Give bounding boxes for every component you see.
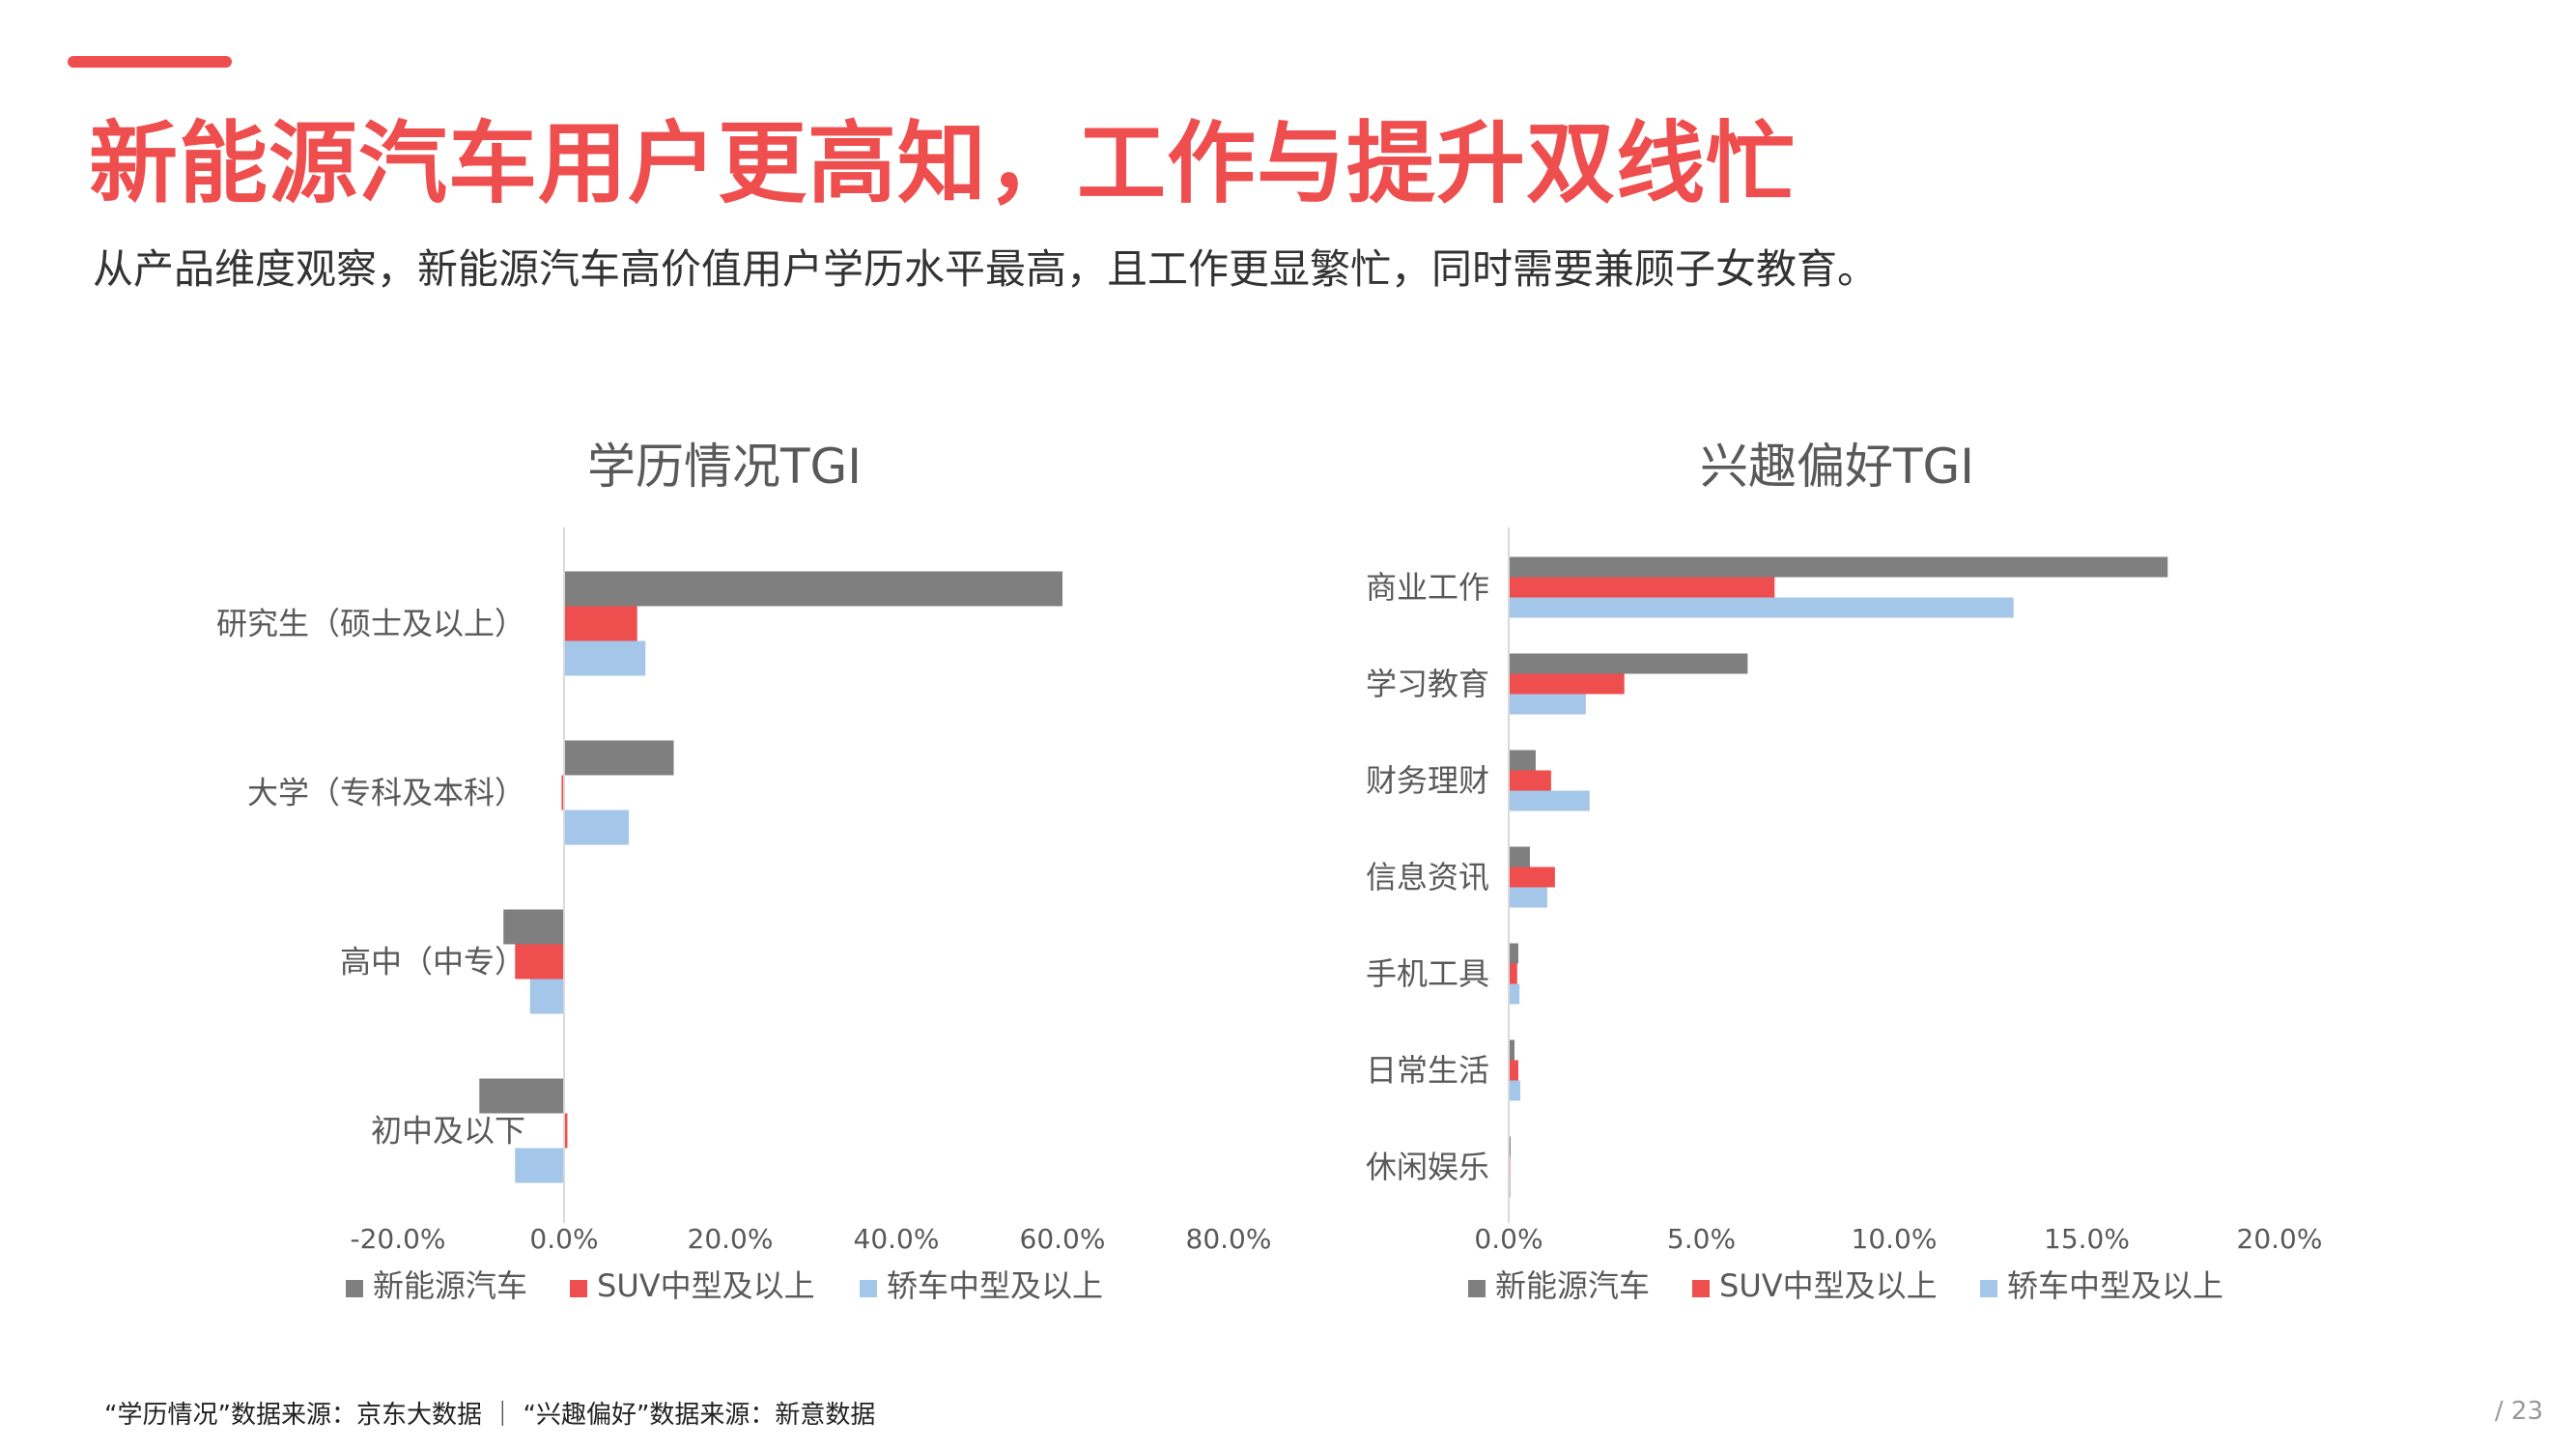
- legend-swatch: [346, 1280, 363, 1297]
- page-subtitle: 从产品维度观察，新能源汽车高价值用户学历水平最高，且工作更显繁忙，同时需要兼顾子…: [93, 245, 1879, 293]
- category-label: 初中及以下: [371, 1113, 525, 1150]
- category-label: 商业工作: [1366, 569, 1489, 606]
- bar-suv: [1509, 770, 1551, 791]
- bar-suv: [515, 944, 564, 980]
- chart-title: 学历情况TGI: [587, 439, 862, 495]
- category-label: 财务理财: [1366, 762, 1489, 799]
- x-tick-label: 15.0%: [2044, 1223, 2130, 1255]
- bar-nev: [1509, 1039, 1514, 1061]
- category-label: 手机工具: [1366, 955, 1489, 992]
- bar-suv: [1509, 1060, 1518, 1081]
- x-tick-label: 60.0%: [1020, 1223, 1106, 1255]
- bar-sedan: [515, 1148, 564, 1183]
- data-source-note: “学历情况”数据来源：京东大数据 ｜ “兴趣偏好”数据来源：新意数据: [104, 1401, 876, 1430]
- legend-swatch: [570, 1280, 587, 1297]
- accent-bar: [68, 56, 232, 68]
- x-tick-label: 40.0%: [854, 1223, 940, 1255]
- category-label: 大学（专科及本科）: [247, 775, 525, 811]
- bar-sedan: [1509, 694, 1586, 715]
- bar-suv: [561, 775, 564, 810]
- bar-sedan: [1509, 983, 1520, 1005]
- x-tick-label: 5.0%: [1667, 1223, 1736, 1255]
- bar-sedan: [1509, 597, 2014, 618]
- category-label: 高中（中专）: [340, 944, 525, 980]
- x-tick-label: 0.0%: [529, 1223, 598, 1255]
- category-label: 日常生活: [1366, 1052, 1489, 1089]
- interest-tgi-chart: 兴趣偏好TGI 商业工作学习教育财务理财信息资讯手机工具日常生活休闲娱乐 0.0% 5…: [1275, 415, 2386, 1304]
- bar-suv: [564, 606, 637, 641]
- bar-sedan: [529, 979, 564, 1014]
- legend-swatch: [860, 1280, 877, 1297]
- bar-nev: [1509, 653, 1748, 674]
- bar-sedan: [1509, 790, 1590, 811]
- page-title: 新能源汽车用户更高知，工作与提升双线忙: [89, 112, 1797, 215]
- bar-nev: [479, 1078, 564, 1114]
- category-label: 研究生（硕士及以上）: [216, 606, 525, 642]
- education-tgi-chart: 学历情况TGI 研究生（硕士及以上） 大学（专科及本科） 高中（中专） 初中及以下 -20…: [174, 415, 1271, 1304]
- category-label: 休闲娱乐: [1366, 1149, 1489, 1185]
- chart-svg: 学历情况TGI 研究生（硕士及以上） 大学（专科及本科） 高中（中专） 初中及以下 -20…: [216, 439, 1271, 1304]
- x-tick-label: 0.0%: [1474, 1223, 1543, 1255]
- bar-suv: [1509, 673, 1625, 695]
- legend-label: 新能源汽车: [373, 1267, 527, 1304]
- bar-sedan: [564, 810, 630, 845]
- legend-swatch: [1692, 1280, 1710, 1297]
- bar-nev: [1509, 846, 1530, 867]
- bar-nev: [564, 740, 674, 776]
- legend-swatch: [1468, 1280, 1486, 1297]
- bar-suv: [1509, 963, 1517, 984]
- bar-sedan: [1509, 1080, 1520, 1101]
- bar-nev: [1509, 556, 2168, 578]
- category-label: 学习教育: [1366, 666, 1489, 702]
- bar-sedan: [564, 640, 646, 676]
- page-number: / 23: [2494, 1397, 2543, 1426]
- bar-nev: [503, 909, 564, 945]
- category-label: 信息资讯: [1366, 859, 1489, 895]
- bar-nev: [564, 571, 1062, 607]
- chart-title: 兴趣偏好TGI: [1700, 439, 1974, 495]
- x-tick-label: 20.0%: [688, 1223, 774, 1255]
- bar-suv: [1509, 577, 1775, 598]
- legend-label: SUV中型及以上: [1719, 1267, 1938, 1304]
- legend-label: 新能源汽车: [1495, 1267, 1650, 1304]
- legend-label: 轿车中型及以上: [887, 1267, 1103, 1304]
- bar-suv: [1509, 867, 1555, 888]
- legend-swatch: [1980, 1280, 1997, 1297]
- bar-suv: [564, 1113, 568, 1149]
- legend-label: 轿车中型及以上: [2007, 1267, 2223, 1304]
- x-tick-label: 80.0%: [1186, 1223, 1272, 1255]
- x-tick-label: 20.0%: [2237, 1223, 2323, 1255]
- x-tick-label: 10.0%: [1852, 1223, 1938, 1255]
- bar-nev: [1509, 750, 1536, 771]
- legend-label: SUV中型及以上: [597, 1267, 815, 1304]
- bar-nev: [1509, 943, 1518, 964]
- bar-sedan: [1509, 887, 1547, 908]
- x-tick-label: -20.0%: [350, 1223, 445, 1255]
